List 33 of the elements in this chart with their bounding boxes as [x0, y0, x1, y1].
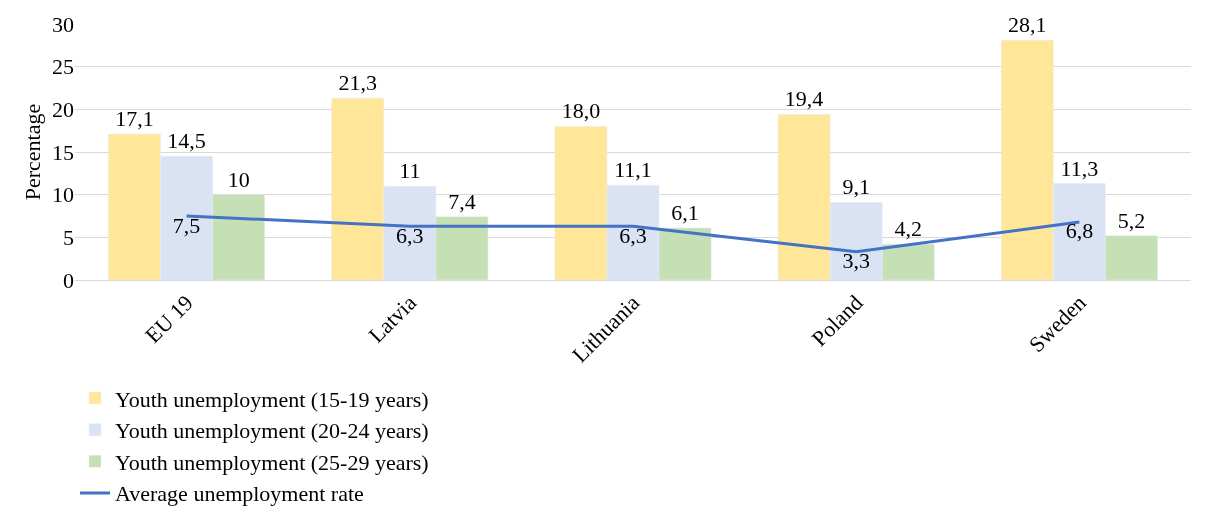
- data-label: 5,2: [1117, 207, 1146, 233]
- data-label: 7,5: [172, 212, 201, 238]
- data-label: 21,3: [338, 70, 377, 96]
- data-label: 18,0: [561, 98, 601, 124]
- legend-label: Youth unemployment (25-29 years): [115, 449, 429, 475]
- x-tick-label: EU 19: [140, 290, 198, 348]
- y-tick-label: 30: [52, 11, 74, 37]
- data-label: 17,1: [115, 106, 154, 132]
- y-tick-label: 20: [52, 97, 74, 123]
- y-tick-label: 15: [52, 139, 74, 165]
- y-tick-label: 5: [63, 225, 74, 251]
- data-label: 4,2: [894, 216, 923, 242]
- data-label: 28,1: [1008, 12, 1047, 38]
- data-label: 6,3: [396, 222, 424, 248]
- y-axis-title: Percentage: [19, 103, 45, 201]
- data-label: 9,1: [842, 174, 870, 200]
- data-label: 6,3: [619, 222, 647, 248]
- data-label: 14,5: [167, 128, 206, 154]
- y-tick-label: 0: [63, 267, 74, 293]
- data-label: 3,3: [842, 248, 870, 274]
- data-label: 6,1: [671, 199, 699, 225]
- legend-label: Youth unemployment (15-19 years): [115, 386, 429, 412]
- data-label: 19,4: [784, 86, 824, 112]
- y-tick-label: 10: [52, 182, 74, 208]
- data-label: 6,8: [1065, 218, 1094, 244]
- data-label: 11: [399, 158, 421, 184]
- legend-label: Youth unemployment (20-24 years): [115, 418, 429, 444]
- y-tick-label: 25: [52, 54, 74, 80]
- data-label: 7,4: [448, 188, 476, 214]
- data-label: 11,3: [1060, 155, 1099, 181]
- legend-label: Average unemployment rate: [115, 481, 364, 507]
- data-label: 11,1: [614, 157, 652, 183]
- data-label: 10: [227, 166, 250, 192]
